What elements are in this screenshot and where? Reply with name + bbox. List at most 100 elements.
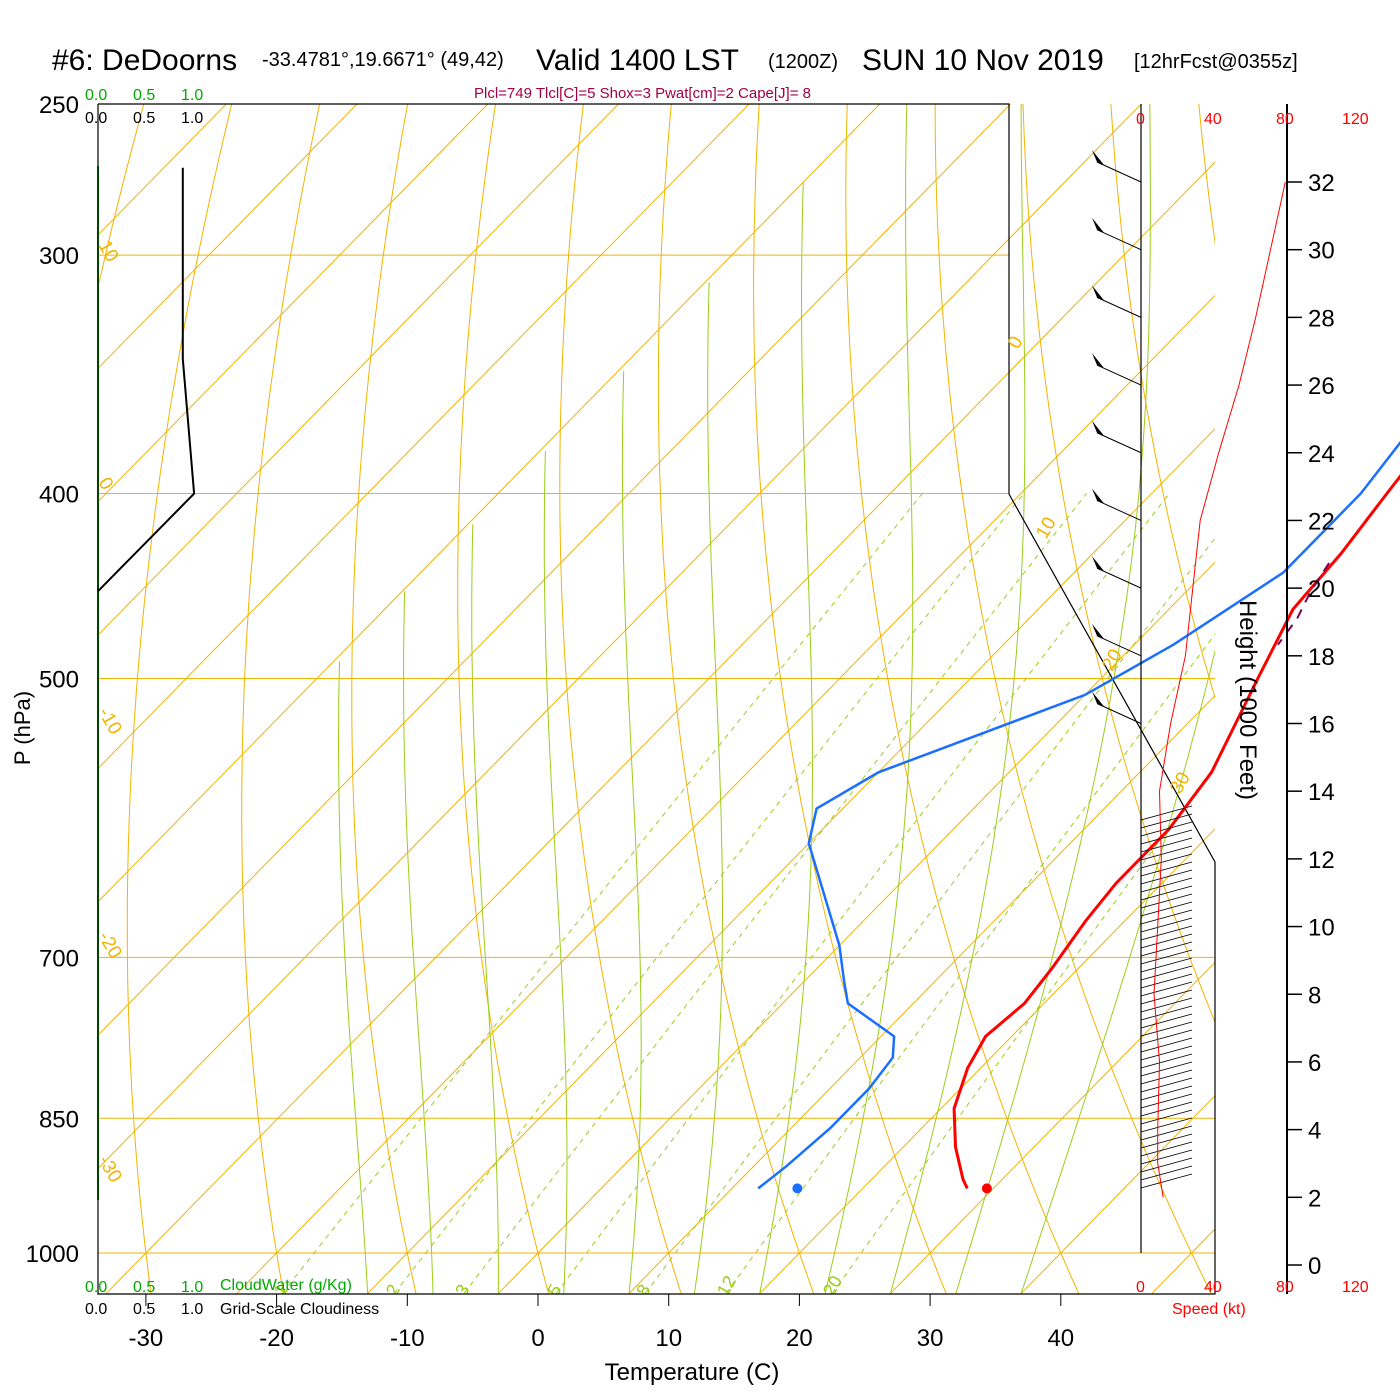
wind-barb (1140, 1077, 1193, 1093)
dry-adiabat-line (1022, 104, 1215, 1024)
temperature-ticks: -30 -20 -10 0 10 20 30 40 (129, 1294, 1074, 1352)
cloud-bottom-black-1: 0.5 (133, 1301, 155, 1318)
wind-barb (1140, 829, 1193, 845)
height-tick-label: 16 (1308, 712, 1335, 739)
wind-barb (1140, 965, 1193, 981)
dry-adiabat-line (559, 104, 682, 1294)
dry-adiabat-line (351, 104, 417, 1294)
speed-top-0: 0 (1136, 111, 1145, 128)
speed-bottom-40: 40 (1204, 1279, 1222, 1296)
wind-barb (1140, 901, 1193, 917)
temperature-tick-label: 10 (655, 1325, 682, 1352)
isotherm-line (1151, 1228, 1215, 1294)
mixing-ratio-label: 20 (819, 1272, 846, 1299)
cloud-top-black-1: 0.5 (133, 110, 155, 127)
isotherm-line (98, 104, 881, 903)
wind-barb (1140, 949, 1193, 965)
mixing-ratio-line (463, 493, 1087, 1294)
wind-barb-flag (1092, 353, 1104, 369)
wind-barb (1140, 973, 1193, 989)
wind-barb (1096, 229, 1142, 251)
height-tick-label: 0 (1308, 1253, 1321, 1280)
wind-barb (1140, 909, 1193, 925)
height-tick-label: 12 (1308, 847, 1335, 874)
height-tick-label: 8 (1308, 982, 1321, 1009)
height-tick-label: 30 (1308, 238, 1335, 265)
wind-barb-flag (1092, 217, 1104, 233)
wind-barb (1140, 1109, 1193, 1125)
wind-barb (1140, 925, 1193, 941)
cloud-bottom-black-2: 1.0 (181, 1301, 203, 1318)
wind-barb (1096, 499, 1142, 521)
dry-adiabat-line (934, 104, 1212, 1294)
isotherm-line (236, 294, 1215, 1294)
wind-barb (1140, 1149, 1193, 1165)
speed-bottom-0: 0 (1136, 1279, 1145, 1296)
wind-barb (1140, 917, 1193, 933)
wind-barb (1140, 989, 1193, 1005)
wind-barb (1140, 893, 1193, 909)
isotherm-label: 10 (1032, 514, 1061, 543)
wind-barb (1096, 567, 1142, 589)
forecast-date: SUN 10 Nov 2019 (862, 44, 1104, 77)
wind-barb (1140, 1037, 1193, 1053)
mixing-ratio-line (725, 633, 1215, 1294)
wind-barb (1140, 1021, 1193, 1037)
height-tick-label: 22 (1308, 508, 1335, 535)
wind-speed-line (1153, 181, 1286, 1198)
moist-adiabat-line (543, 450, 568, 1294)
isotherm-line (628, 694, 1215, 1294)
wind-barb-flag (1092, 488, 1104, 504)
isotherm-line (98, 104, 1011, 1036)
cloud-top-green-1: 0.5 (133, 87, 155, 104)
moist-adiabat-line (955, 104, 1151, 1294)
temperature-line (952, 474, 1400, 1190)
height-tick-label: 6 (1308, 1050, 1321, 1077)
zulu-time: (1200Z) (768, 51, 838, 73)
wind-barb (1096, 432, 1142, 454)
wind-barb (1096, 296, 1142, 318)
mixing-ratio-label: 12 (713, 1272, 740, 1299)
dry-adiabat-line (845, 104, 1080, 1294)
mixing-ratio-label: 2 (382, 1281, 404, 1300)
wind-barb (1140, 1085, 1193, 1101)
isotherm-label: 20 (1098, 646, 1127, 675)
dewpoint-line (757, 440, 1400, 1190)
height-tick-label: 26 (1308, 373, 1335, 400)
background-lines: 1 2 3 5 8 12 20 (98, 104, 1215, 1300)
moist-adiabat-line (759, 182, 813, 1294)
speed-bottom-120: 120 (1342, 1279, 1369, 1296)
pressure-tick-label: 500 (39, 667, 79, 694)
moist-adiabat-line (693, 282, 723, 1294)
wind-barb (1096, 364, 1142, 386)
moist-adiabat-line (471, 524, 499, 1294)
forecast-info: [12hrFcst@0355z] (1134, 51, 1298, 73)
wind-barb (1140, 981, 1193, 997)
wind-barb-flag (1092, 420, 1104, 436)
mixing-ratio-line (281, 493, 923, 1294)
pressure-tick-label: 400 (39, 482, 79, 509)
wind-barb (1096, 161, 1142, 183)
wind-barb (1140, 1173, 1193, 1189)
cloud-bottom-green-2: 1.0 (181, 1279, 203, 1296)
isotherm-line (98, 104, 358, 370)
isotherm-line (367, 428, 1215, 1294)
cloud-bottom-black-0: 0.0 (85, 1301, 107, 1318)
cloudiness-line (97, 167, 196, 592)
isotherm-line (98, 104, 489, 503)
mixing-ratio-line (644, 537, 1215, 1294)
temperature-tick-label: 0 (531, 1325, 544, 1352)
wind-barb (1140, 853, 1193, 869)
isotherm-label: 30 (1166, 769, 1195, 798)
station-title: #6: DeDoorns (52, 44, 237, 77)
moist-adiabat-line (338, 661, 369, 1294)
valid-time: Valid 1400 LST (536, 44, 739, 77)
mixing-ratio-label: 3 (451, 1281, 473, 1300)
wind-barbs (1092, 150, 1193, 1189)
wind-barb (1140, 1093, 1193, 1109)
wind-barb-flag (1092, 556, 1104, 572)
wind-barb (1140, 869, 1193, 885)
cloud-bottom-green-1: 0.5 (133, 1279, 155, 1296)
height-tick-label: 18 (1308, 644, 1335, 671)
wind-barb (1140, 1005, 1193, 1021)
